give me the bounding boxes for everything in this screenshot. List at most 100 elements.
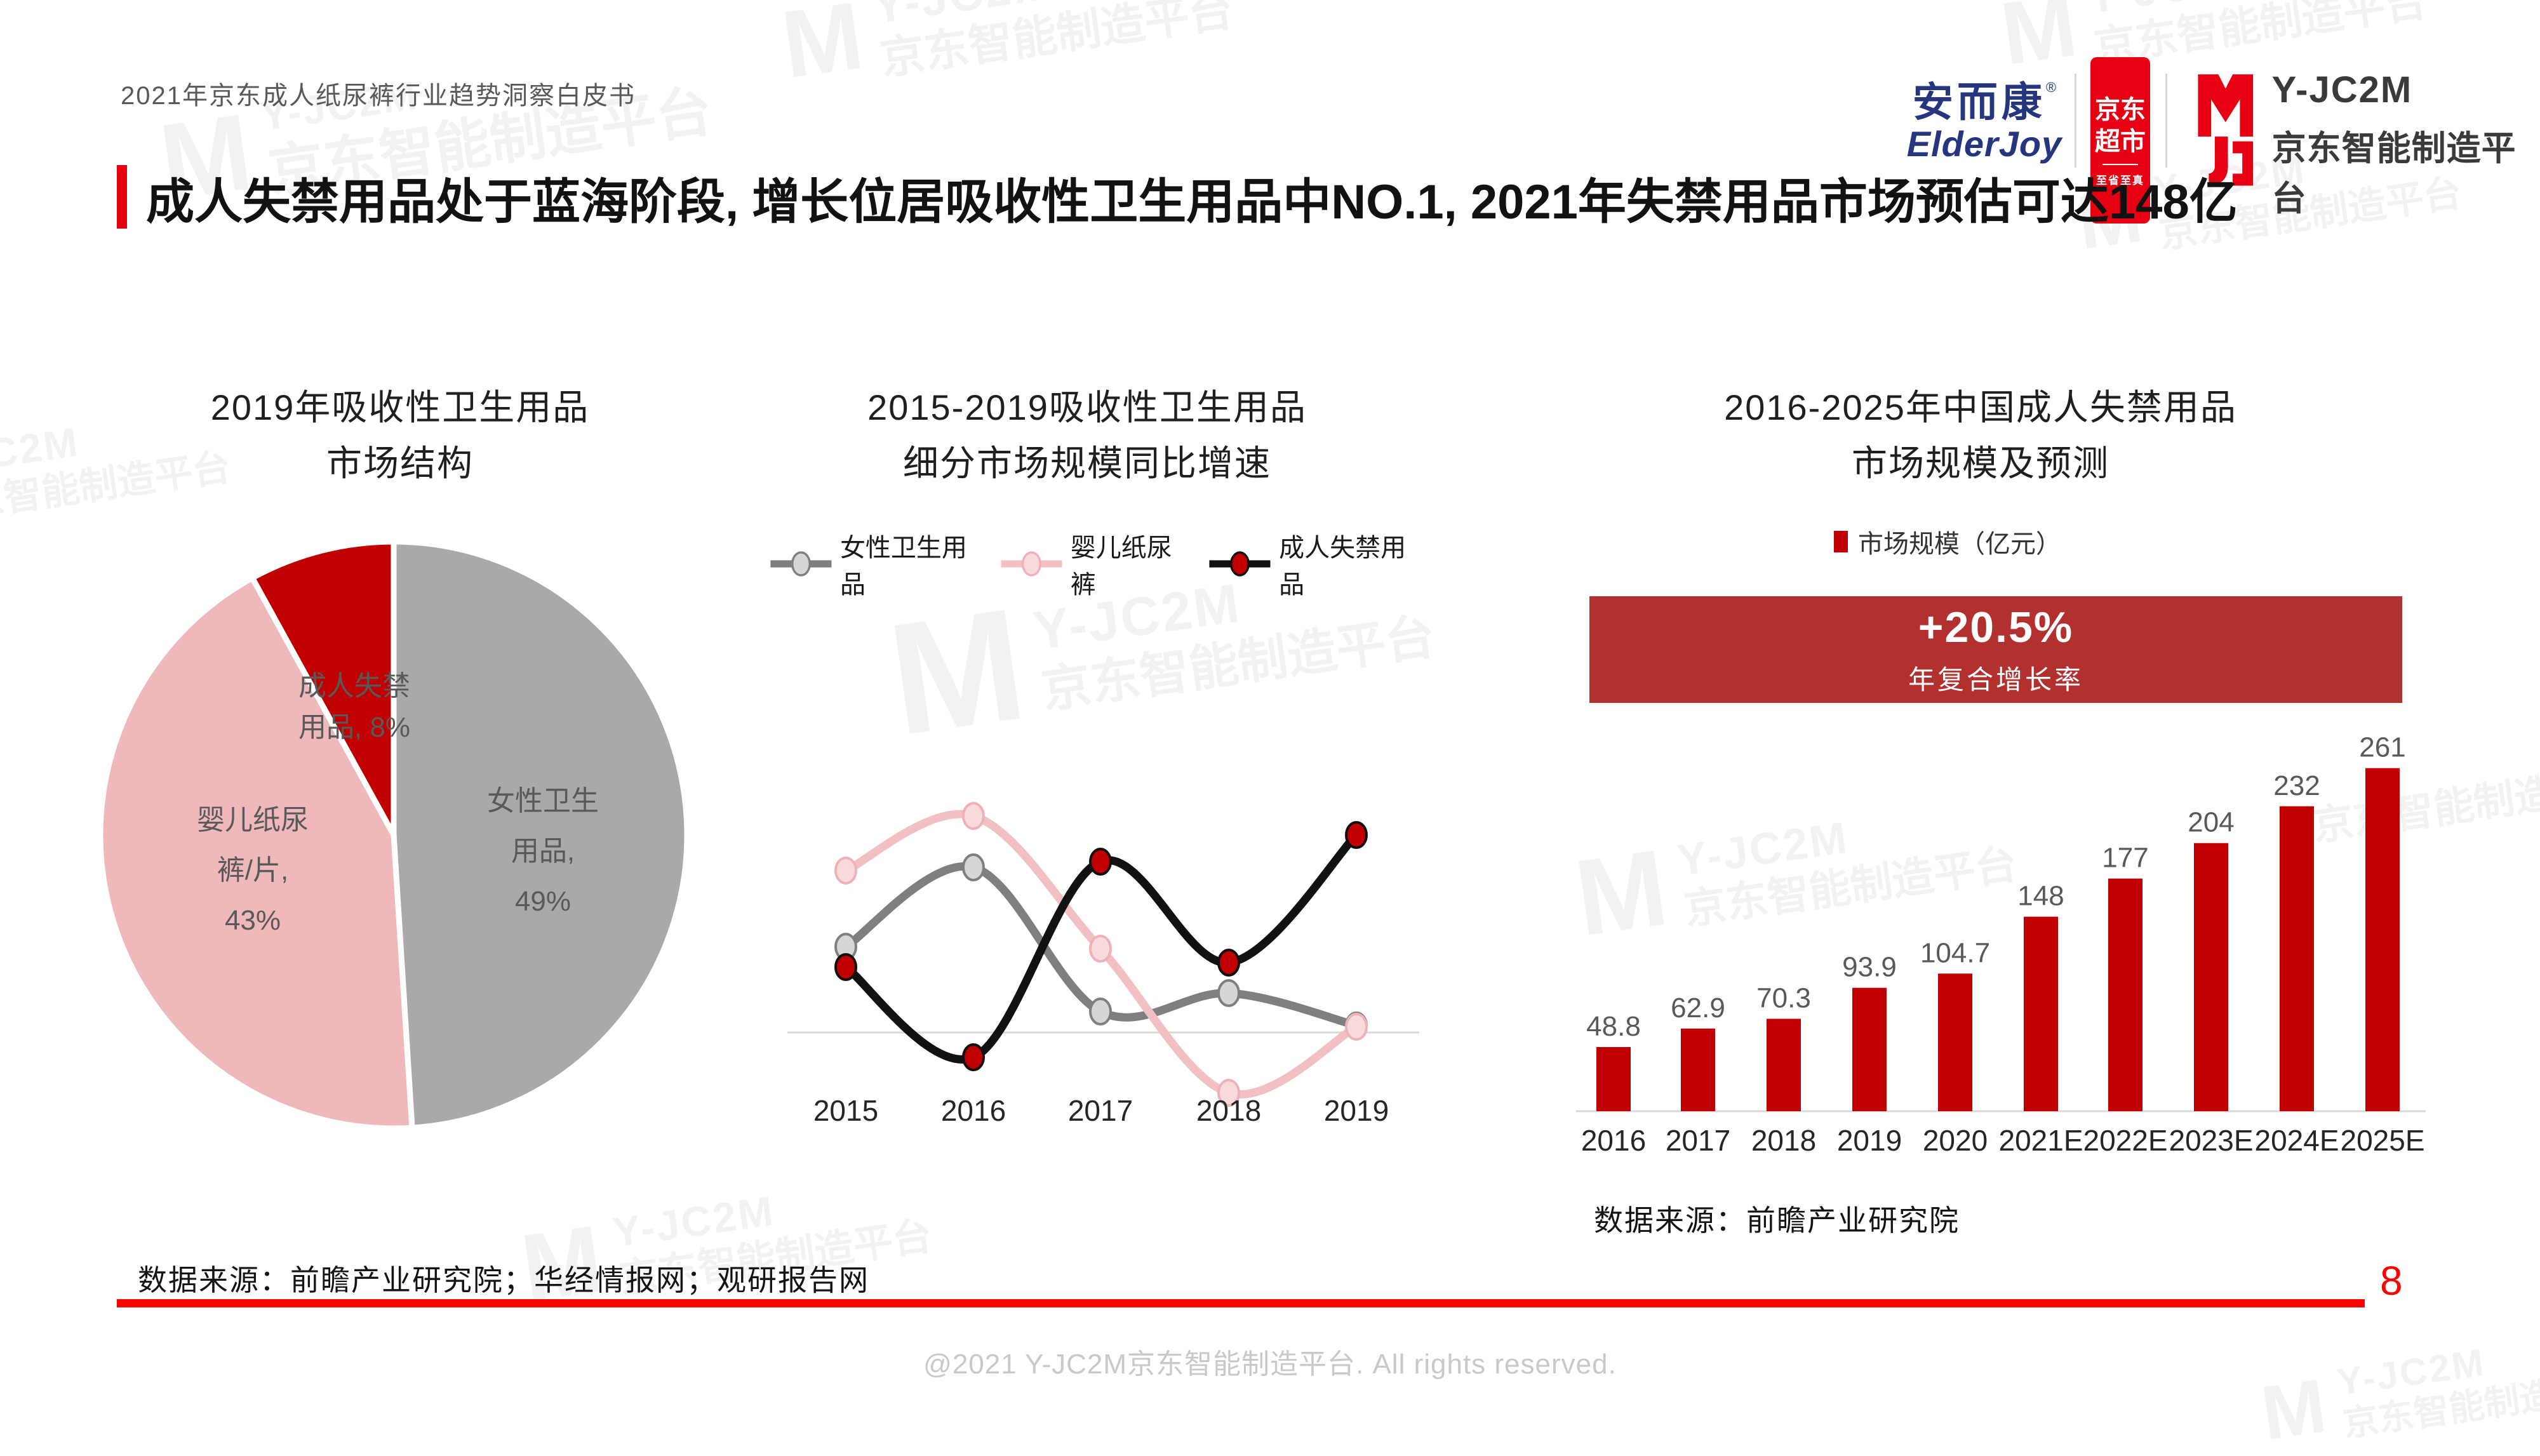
x-axis-tick-label: 2016 <box>941 1094 1006 1127</box>
x-axis-tick-label: 2015 <box>813 1094 878 1127</box>
data-point-marker <box>962 853 985 881</box>
legend-item: 婴儿纸尿裤 <box>999 527 1179 601</box>
elderjoy-cn-text: 安而康 <box>1912 79 2046 125</box>
legend-marker-icon <box>1001 551 1062 577</box>
bar-2019 <box>1852 987 1887 1111</box>
data-point-marker <box>1217 949 1240 977</box>
bar-chart-legend: 市场规模（亿元） <box>1834 523 2061 560</box>
watermark: MY-JC2M京东智能制造平台 <box>776 0 1236 98</box>
footer-accent-line <box>117 1299 2365 1307</box>
bar-chart: 48.8 2016 62.9 2017 70.3 2018 93.9 2019 104.7 202… <box>1576 732 2426 1157</box>
pie-chart: 女性卫生用品, 49% 婴儿纸尿裤/片, 43% 成人失禁用品, 8% <box>97 538 690 1132</box>
x-axis-tick-label: 2021E <box>1998 1124 2083 1157</box>
pie-slice-label: 43% <box>225 905 281 936</box>
page-title: 成人失禁用品处于蓝海阶段, 增长位居吸收性卫生用品中NO.1, 2021年失禁用… <box>146 175 2238 229</box>
bar-2024E <box>2280 806 2314 1111</box>
data-point-marker <box>962 1043 985 1071</box>
data-point-marker <box>1217 1079 1240 1107</box>
legend-label: 市场规模（亿元） <box>1858 530 2061 558</box>
pie-chart-title-line1: 2019年吸收性卫生用品 <box>210 387 590 427</box>
bar-2018 <box>1767 1019 1801 1111</box>
pie-slice-label: 女性卫生 <box>487 785 599 817</box>
bar-2017 <box>1681 1028 1715 1111</box>
x-axis-tick-label: 2017 <box>1666 1124 1730 1157</box>
bar-chart-title: 2016-2025年中国成人失禁用品 市场规模及预测 <box>1669 380 2292 491</box>
watermark-line1: Y-JC2M <box>610 1187 778 1257</box>
bar-value-label: 232 <box>2273 770 2320 801</box>
pie-slice-label: 49% <box>515 886 571 917</box>
jd-badge-line1: 京东 <box>2095 95 2146 124</box>
yjc2m-monogram-icon <box>2198 74 2254 186</box>
pie-slice-3 <box>249 538 397 838</box>
bar-value-label: 148 <box>2017 881 2064 912</box>
bar-value-label: 177 <box>2102 843 2148 874</box>
watermark-line1: Y-JC2M <box>869 0 1229 34</box>
bar-value-label: 104.7 <box>1920 937 1990 968</box>
pie-labels: 女性卫生用品, 49% 婴儿纸尿裤/片, 43% 成人失禁用品, 8% <box>197 671 599 936</box>
pie-slices <box>97 538 690 1132</box>
watermark-mark-icon: M <box>879 574 1035 769</box>
x-axis-tick-label: 2022E <box>2083 1124 2167 1157</box>
x-axis-tick-label: 2016 <box>1581 1124 1646 1157</box>
pie-chart-title: 2019年吸收性卫生用品 市场结构 <box>89 380 711 491</box>
data-point-marker <box>1345 821 1368 849</box>
bar-2023E <box>2194 843 2228 1111</box>
yjc2m-logo: Y-JC2M 京东智能制造平台 <box>2192 63 2540 220</box>
legend-label: 成人失禁用品 <box>1279 534 1407 599</box>
data-point-marker <box>1089 935 1112 963</box>
cagr-value: +20.5% <box>1918 603 2074 651</box>
cagr-banner: +20.5% 年复合增长率 <box>1589 596 2402 703</box>
bar-chart-title-line1: 2016-2025年中国成人失禁用品 <box>1724 387 2237 427</box>
x-axis-tick-label: 2018 <box>1196 1094 1261 1127</box>
footer-source: 数据来源：前瞻产业研究院；华经情报网；观研报告网 <box>138 1264 869 1297</box>
bar-value-label: 93.9 <box>1842 952 1897 983</box>
watermark-mark-icon: M <box>2256 1363 2332 1456</box>
bar-value-label: 70.3 <box>1756 982 1811 1013</box>
pie-slice-label: 用品, <box>511 836 575 867</box>
x-axis-tick-label: 2017 <box>1068 1094 1133 1127</box>
bar-chart-source: 数据来源：前瞻产业研究院 <box>1594 1204 1960 1237</box>
data-point-marker <box>1089 998 1112 1025</box>
x-axis-tick-label: 2024E <box>2254 1124 2339 1157</box>
registered-mark-icon: ® <box>2045 79 2057 95</box>
bar-2020 <box>1938 973 1972 1111</box>
line-chart: 2015 2016 2017 2018 2019 <box>787 802 1419 1127</box>
x-axis-tick-label: 2018 <box>1751 1124 1816 1157</box>
data-point-marker <box>834 857 857 885</box>
elderjoy-logo: 安而康® ElderJoy <box>1895 79 2073 164</box>
pie-slice-label: 婴儿纸尿 <box>197 805 309 836</box>
line-chart-legend: 女性卫生用品 婴儿纸尿裤 成人失禁用品 <box>768 527 1410 601</box>
legend-label: 婴儿纸尿裤 <box>1070 534 1172 599</box>
yjc2m-subtitle: 京东智能制造平台 <box>2271 130 2517 218</box>
watermark-mark-icon: M <box>1995 0 2083 84</box>
legend-marker-icon <box>1209 551 1271 577</box>
x-axis-tick-label: 2019 <box>1837 1124 1902 1157</box>
bar-value-label: 204 <box>2188 807 2234 838</box>
pie-slice-1 <box>391 538 690 1131</box>
bar-chart-title-line2: 市场规模及预测 <box>1852 443 2109 483</box>
x-axis-tick-label: 2020 <box>1923 1124 1988 1157</box>
legend-item: 成人失禁用品 <box>1207 527 1410 601</box>
pie-slice-label: 裤/片, <box>217 855 288 886</box>
title-accent-bar <box>117 165 127 229</box>
data-point-marker <box>962 802 985 830</box>
legend-item: 女性卫生用品 <box>768 527 971 601</box>
legend-swatch-icon <box>1834 531 1848 552</box>
bar-2021E <box>2024 916 2058 1111</box>
legend-label: 女性卫生用品 <box>839 534 967 599</box>
x-axis-tick-label: 2023E <box>2169 1124 2253 1157</box>
watermark-mark-icon: M <box>775 0 869 98</box>
cagr-caption: 年复合增长率 <box>1908 664 2083 695</box>
elderjoy-en-text: ElderJoy <box>1906 124 2062 164</box>
bar-2016 <box>1596 1046 1631 1111</box>
watermark-line2: 京东智能制造平台 <box>877 0 1236 84</box>
bar-2025E <box>2365 768 2400 1111</box>
logo-divider <box>2165 74 2167 168</box>
line-chart-title-line2: 细分市场规模同比增速 <box>903 443 1271 483</box>
x-axis-tick-label: 2025E <box>2340 1124 2424 1157</box>
line-chart-title-line1: 2015-2019吸收性卫生用品 <box>867 387 1307 427</box>
logo-divider <box>2075 74 2076 168</box>
x-axis-tick-label: 2019 <box>1324 1094 1389 1127</box>
line-series-1 <box>841 862 1361 1030</box>
